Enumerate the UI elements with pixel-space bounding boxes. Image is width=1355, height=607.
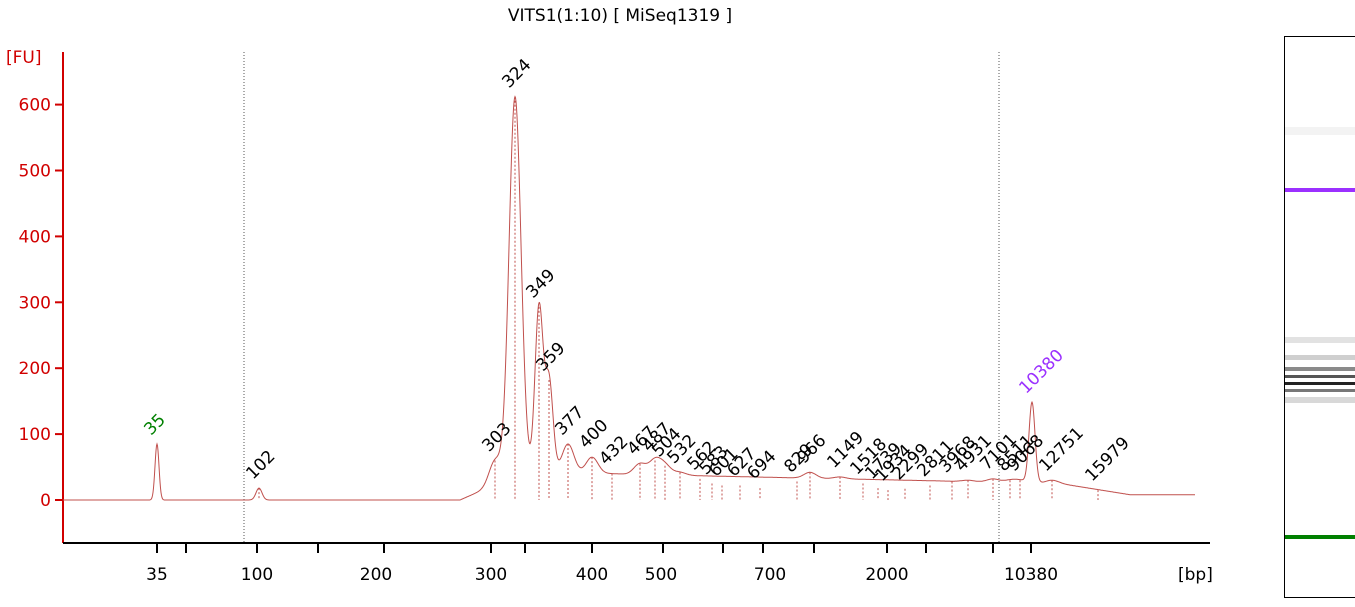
- x-tick-label: 100: [241, 565, 273, 585]
- axis-ticks: 0 100 200 300 400 500 600 35 100 200 300 400 500 700 2…: [19, 96, 1059, 585]
- x-tick-label: 200: [360, 565, 392, 585]
- axes: [62, 52, 1210, 544]
- lower-marker-label: 35: [140, 410, 169, 439]
- gel-band: [1285, 337, 1355, 343]
- gel-band: [1285, 188, 1355, 192]
- y-tick-label: 0: [40, 491, 51, 511]
- gel-band: [1285, 355, 1355, 360]
- upper-marker-label: 10380: [1015, 346, 1067, 398]
- gel-band: [1285, 397, 1355, 403]
- x-tick-label: 2000: [865, 565, 908, 585]
- x-tick-label: 300: [475, 565, 507, 585]
- y-tick-label: 600: [19, 96, 51, 116]
- gel-band: [1285, 535, 1355, 539]
- dotted-marker-lines: [243, 52, 1000, 543]
- peak-drop-lines: [258, 96, 1099, 500]
- gel-band: [1285, 367, 1355, 371]
- x-tick-label: 700: [754, 565, 786, 585]
- y-tick-label: 200: [19, 359, 51, 379]
- gel-band: [1285, 389, 1355, 392]
- gel-band: [1285, 382, 1355, 385]
- gel-band: [1285, 127, 1355, 135]
- peak-label: 15979: [1081, 433, 1133, 485]
- y-axis-label: [FU]: [6, 48, 42, 68]
- y-tick-label: 100: [19, 425, 51, 445]
- x-tick-label: 10380: [1004, 565, 1058, 585]
- x-axis-label: [bp]: [1178, 565, 1213, 585]
- peak-label: 349: [522, 265, 559, 302]
- y-tick-label: 400: [19, 227, 51, 247]
- peak-label: 324: [498, 55, 535, 92]
- x-tick-label: 400: [576, 565, 608, 585]
- y-tick-label: 500: [19, 162, 51, 182]
- chart-title: VITS1(1:10) [ MiSeq1319 ]: [507, 6, 733, 26]
- electropherogram-chart: 0 100 200 300 400 500 600 35 100 200 300 400 500 700 2…: [6, 48, 1213, 585]
- x-tick-label: 500: [645, 565, 677, 585]
- peak-label: 359: [532, 339, 569, 376]
- gel-band: [1285, 375, 1355, 378]
- y-tick-label: 300: [19, 293, 51, 313]
- trace-line: [63, 95, 1195, 501]
- x-tick-label: 35: [146, 565, 168, 585]
- peak-label: 303: [478, 419, 515, 456]
- peak-label: 102: [242, 447, 279, 484]
- peak-labels: 3510230332434935937740043246748750453256…: [140, 55, 1133, 486]
- gel-lane-image: [1284, 36, 1355, 598]
